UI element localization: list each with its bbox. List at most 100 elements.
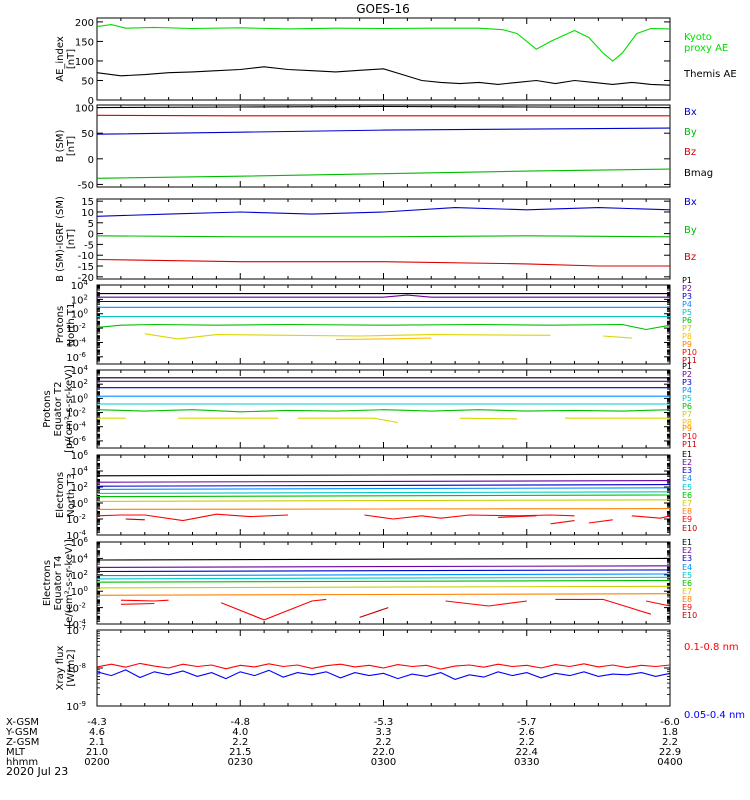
- panel-frame: [96, 104, 671, 188]
- legend-entry: E3: [682, 554, 692, 563]
- y-tick-exponent: 0: [84, 392, 88, 400]
- legend-entry: E10: [682, 524, 697, 533]
- legend-entry: Bz: [684, 252, 696, 263]
- legend-entry: E4: [682, 474, 692, 483]
- x-row-value: 22.9: [659, 747, 681, 758]
- y-tick-label: 5: [88, 219, 94, 230]
- y-axis-label: Protons: [55, 306, 66, 343]
- legend-line: P9: [682, 340, 692, 349]
- legend-line: E7: [682, 499, 692, 508]
- x-row-value: -6.0: [660, 717, 680, 728]
- series-e8: [96, 508, 671, 510]
- y-axis-label: [p/(cm²-s-sr-keV)]: [64, 365, 75, 453]
- legend-entry: E9: [682, 603, 692, 612]
- x-row-value: 4.0: [232, 727, 248, 738]
- series-e4: [96, 487, 671, 490]
- x-row-label: Y-GSM: [5, 727, 38, 738]
- x-row-label: MLT: [6, 747, 26, 758]
- legend-entry: P7: [682, 410, 692, 419]
- legend-entry: P11: [682, 440, 697, 449]
- x-row-value: -4.8: [230, 717, 250, 728]
- y-tick-exponent: 0: [84, 585, 88, 593]
- series-e9b: [120, 602, 155, 605]
- legend-entry: P3: [682, 292, 692, 301]
- legend-line: E6: [682, 491, 692, 500]
- series-e9c: [220, 598, 327, 621]
- legend-entry: P11: [682, 356, 697, 365]
- legend-line: P5: [682, 308, 692, 317]
- x-row-value: 2.2: [232, 737, 248, 748]
- series-e9f: [631, 515, 671, 519]
- y-tick-exponent: -4: [79, 529, 87, 537]
- series-e5: [96, 576, 671, 580]
- panel-ae: 0 50 100 150 200 AE_index [nT] Kyoto proxy AE The…: [55, 17, 737, 107]
- y-axis-label: Protons: [42, 390, 53, 427]
- legend-line: E9: [682, 603, 692, 612]
- series-e1: [96, 473, 671, 477]
- legend-entry: P3: [682, 378, 692, 387]
- legend-entry: By: [684, 127, 697, 138]
- legend-line: E3: [682, 554, 692, 563]
- legend-entry: P8: [682, 418, 692, 427]
- x-row-value: 2.6: [519, 727, 535, 738]
- y-tick-exponent: -6: [79, 435, 87, 443]
- x-row-label: hhmm: [6, 757, 38, 768]
- legend-entry: 0.1-0.8 nm: [684, 642, 739, 653]
- legend-entry: P10: [682, 348, 697, 357]
- y-axis-label: [nT]: [66, 136, 77, 156]
- legend-entry: By: [684, 225, 697, 236]
- x-row-value: 2.2: [376, 737, 392, 748]
- y-tick-exponent: 4: [84, 465, 89, 473]
- legend-entry: Themis AE: [683, 69, 737, 80]
- chart-title: GOES-16: [356, 2, 410, 16]
- legend-line: Bx: [684, 107, 697, 118]
- x-row-value: 1.8: [662, 727, 678, 738]
- legend-entry: P9: [682, 424, 692, 433]
- series-e3: [96, 569, 671, 573]
- series-e1: [96, 557, 671, 561]
- series-themis-ae: [96, 66, 671, 86]
- x-row-value: 3.3: [376, 727, 392, 738]
- y-axis-label: Xray flux: [55, 646, 66, 691]
- legend-entry: E3: [682, 466, 692, 475]
- legend-line: P7: [682, 324, 692, 333]
- y-axis-label: [nT]: [66, 229, 77, 249]
- legend-line: proxy AE: [684, 43, 728, 54]
- legend-entry: P5: [682, 308, 692, 317]
- legend-entry: Bmag: [684, 168, 713, 179]
- x-row-value: -5.3: [374, 717, 394, 728]
- legend-line: E5: [682, 483, 692, 492]
- y-tick-label: 104: [71, 279, 89, 292]
- y-axis-label: Electrons: [55, 472, 66, 518]
- y-axis-label: AE_index: [55, 36, 66, 82]
- legend-entry: E2: [682, 546, 692, 555]
- series-e9b: [364, 514, 575, 520]
- y-axis-label: Electrons: [42, 560, 53, 606]
- y-tick-label: 150: [75, 37, 94, 48]
- legend-entry: E5: [682, 483, 692, 492]
- series-bz: [96, 114, 670, 117]
- y-tick-exponent: -2: [79, 513, 86, 521]
- legend-line: P4: [682, 386, 692, 395]
- legend-line: Bx: [684, 197, 697, 208]
- x-row-value: 21.0: [86, 747, 108, 758]
- y-tick-exponent: 6: [84, 536, 89, 544]
- series-e6: [96, 579, 671, 583]
- series-p2: [97, 294, 670, 298]
- legend-line: Kyoto: [684, 32, 712, 43]
- series-e9d: [445, 600, 527, 607]
- y-axis-label: [W/m2]: [66, 649, 77, 686]
- x-row-value: 4.6: [89, 727, 105, 738]
- panel-frame: [96, 198, 671, 280]
- y-tick-exponent: -2: [79, 407, 86, 415]
- legend-entry: E8: [682, 595, 692, 604]
- series-p7: [144, 333, 551, 340]
- legend-line: E4: [682, 474, 692, 483]
- legend-entry: E2: [682, 458, 692, 467]
- y-tick-exponent: 6: [84, 449, 89, 457]
- y-tick-label: 0: [88, 96, 94, 107]
- series-e3: [96, 484, 671, 487]
